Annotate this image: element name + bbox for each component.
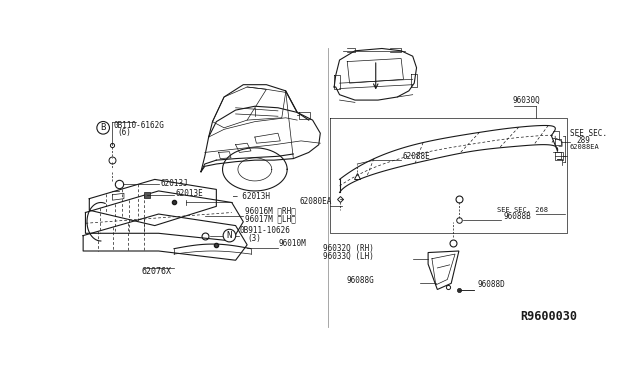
- Text: 96032Q (RH): 96032Q (RH): [323, 244, 374, 253]
- Text: (6): (6): [117, 128, 131, 138]
- Text: 62013J: 62013J: [160, 179, 188, 188]
- Text: 96017M 〈LH〉: 96017M 〈LH〉: [245, 214, 296, 223]
- Text: 96088B: 96088B: [504, 212, 531, 221]
- Text: 62080EA: 62080EA: [300, 197, 332, 206]
- Text: 62013E: 62013E: [175, 189, 204, 198]
- Text: 62088E: 62088E: [403, 152, 431, 161]
- Text: 0B110-6162G: 0B110-6162G: [114, 121, 165, 130]
- Text: 289: 289: [576, 136, 590, 145]
- Text: — 62013H: — 62013H: [232, 192, 269, 201]
- Text: 96088D: 96088D: [477, 280, 505, 289]
- Text: R9600030: R9600030: [520, 310, 577, 323]
- Text: 62076X: 62076X: [141, 267, 172, 276]
- Text: B: B: [100, 123, 106, 132]
- Text: SEE SEC.: SEE SEC.: [570, 128, 607, 138]
- Text: (3): (3): [247, 234, 261, 243]
- Text: 96033Q (LH): 96033Q (LH): [323, 252, 374, 261]
- Text: 62088EA: 62088EA: [570, 144, 600, 150]
- Text: N: N: [227, 231, 232, 240]
- Text: 0B911-10626: 0B911-10626: [239, 226, 291, 235]
- Text: 96016M 〈RH〉: 96016M 〈RH〉: [245, 206, 296, 215]
- Text: SEE SEC. 268: SEE SEC. 268: [497, 208, 548, 214]
- Text: 96088G: 96088G: [346, 276, 374, 285]
- Text: 96030Q: 96030Q: [513, 96, 541, 105]
- Text: 96010M: 96010M: [279, 238, 307, 248]
- Polygon shape: [428, 251, 459, 289]
